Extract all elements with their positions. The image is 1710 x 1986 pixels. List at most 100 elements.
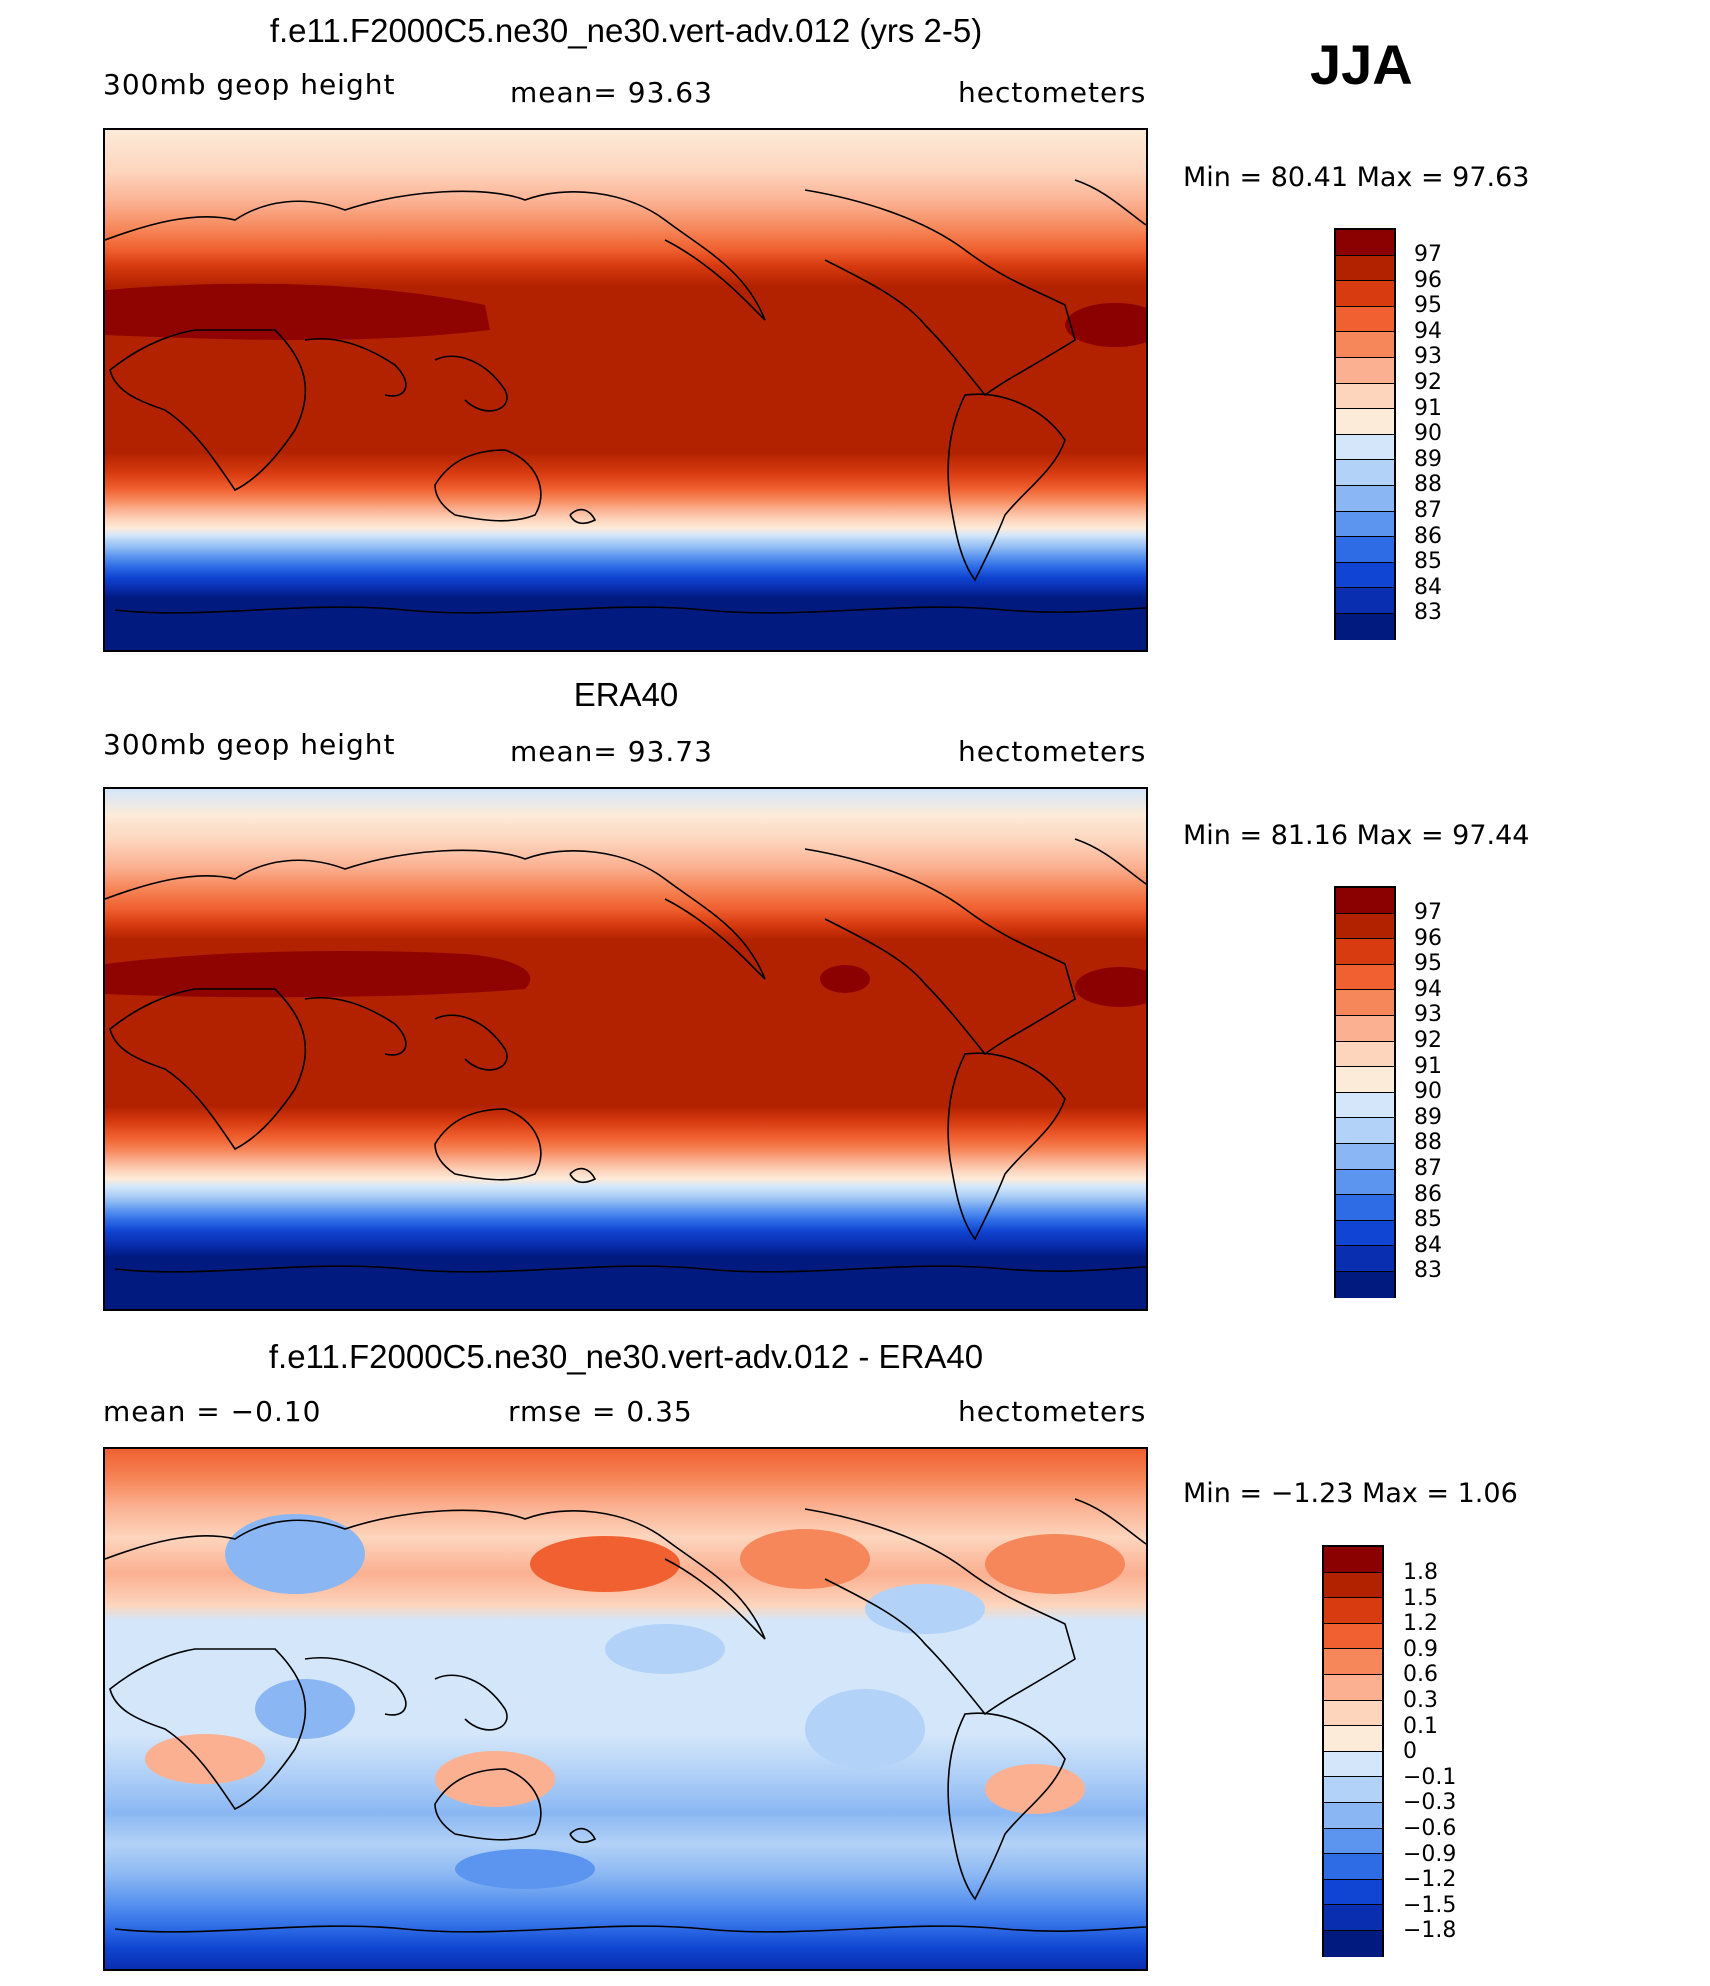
colorbar-tick-label: 93 xyxy=(1414,344,1442,370)
panel2-colorbar-swatch xyxy=(1336,1220,1394,1247)
panel2-colorbar-swatch xyxy=(1336,1169,1394,1196)
colorbar-tick-label: −1.5 xyxy=(1403,1892,1457,1918)
panel2-colorbar-labels: 97 96 95 94 93 92 91 90 89 88 87 86 85 8… xyxy=(1414,900,1442,1284)
season-label: JJA xyxy=(1310,33,1413,96)
colorbar-tick-label: 0.3 xyxy=(1403,1687,1438,1713)
panel3-colorbar-labels: 1.8 1.5 1.2 0.9 0.6 0.3 0.1 0 −0.1 −0.3 … xyxy=(1403,1560,1456,1944)
panel1-colorbar-swatch xyxy=(1336,434,1394,461)
panel1-colorbar-swatch xyxy=(1336,230,1394,256)
panel3-map xyxy=(103,1447,1148,1971)
colorbar-tick-label: 0.9 xyxy=(1403,1636,1438,1662)
panel2-colorbar-swatch xyxy=(1336,1271,1394,1298)
colorbar-tick-label: 88 xyxy=(1414,1130,1442,1156)
panel2-colorbar-swatch xyxy=(1336,1195,1394,1221)
colorbar-tick-label: 87 xyxy=(1414,1155,1442,1181)
colorbar-tick-label: 83 xyxy=(1414,1258,1442,1284)
colorbar-tick-label: 90 xyxy=(1414,421,1442,447)
colorbar-tick-label: −0.1 xyxy=(1403,1764,1457,1790)
panel1-colorbar-swatch xyxy=(1336,357,1394,384)
panel3-minmax: Min = −1.23 Max = 1.06 xyxy=(1183,1478,1518,1509)
panel1-colorbar-swatch xyxy=(1336,511,1394,538)
panel3-colorbar-swatch xyxy=(1324,1700,1382,1727)
colorbar-tick-label: 91 xyxy=(1414,395,1442,421)
colorbar-tick-label: 84 xyxy=(1414,1232,1442,1258)
panel1-colorbar-swatch xyxy=(1336,281,1394,307)
panel2-colorbar-swatch xyxy=(1336,1015,1394,1042)
colorbar-tick-label: 95 xyxy=(1414,293,1442,319)
colorbar-tick-label: 0 xyxy=(1403,1739,1417,1765)
panel3-colorbar-swatch xyxy=(1324,1649,1382,1675)
panel1-map xyxy=(103,128,1148,652)
panel3-colorbar-swatch xyxy=(1324,1905,1382,1931)
colorbar-tick-label: −0.3 xyxy=(1403,1790,1457,1816)
colorbar-tick-label: 85 xyxy=(1414,1207,1442,1233)
colorbar-tick-label: 89 xyxy=(1414,1104,1442,1130)
panel2-mean: mean= 93.73 xyxy=(510,735,713,768)
panel3-colorbar-swatch xyxy=(1324,1828,1382,1855)
colorbar-tick-label: 95 xyxy=(1414,951,1442,977)
panel3-colorbar-swatch xyxy=(1324,1726,1382,1752)
panel3-coastlines xyxy=(105,1498,1146,1933)
panel2-colorbar-swatch xyxy=(1336,1143,1394,1170)
panel3-colorbar-swatch xyxy=(1324,1751,1382,1778)
panel1-mean: mean= 93.63 xyxy=(510,76,713,109)
panel1-coastlines xyxy=(105,179,1146,614)
panel1-colorbar-labels: 97 96 95 94 93 92 91 90 89 88 87 86 85 8… xyxy=(1414,242,1442,626)
panel3-colorbar-swatch xyxy=(1324,1802,1382,1829)
panel2-map-plot xyxy=(105,789,1146,1309)
panel2-colorbar-swatch xyxy=(1336,1246,1394,1272)
panel2-units: hectometers xyxy=(958,735,1147,768)
panel3-colorbar-swatch xyxy=(1324,1879,1382,1906)
panel1-colorbar-swatch xyxy=(1336,613,1394,640)
colorbar-tick-label: 1.8 xyxy=(1403,1560,1438,1585)
panel1-colorbar-swatch xyxy=(1336,383,1394,410)
panel2-colorbar-swatch xyxy=(1336,1118,1394,1144)
panel2-colorbar-swatch xyxy=(1336,888,1394,914)
panel3-colorbar-swatch xyxy=(1324,1547,1382,1573)
colorbar-tick-label: 97 xyxy=(1414,242,1442,267)
colorbar-tick-label: −0.9 xyxy=(1403,1841,1457,1867)
panel2-colorbar-swatch xyxy=(1336,990,1394,1016)
colorbar-tick-label: 91 xyxy=(1414,1053,1442,1079)
colorbar-tick-label: 84 xyxy=(1414,574,1442,600)
panel3-colorbar-swatch xyxy=(1324,1930,1382,1957)
colorbar-tick-label: 92 xyxy=(1414,369,1442,395)
panel2-colorbar-swatch xyxy=(1336,964,1394,991)
panel1-units: hectometers xyxy=(958,76,1147,109)
panel2-colorbar-swatch xyxy=(1336,939,1394,965)
panel1-colorbar-swatch xyxy=(1336,460,1394,486)
colorbar-tick-label: 92 xyxy=(1414,1027,1442,1053)
panel1-colorbar-swatch xyxy=(1336,332,1394,358)
panel1-colorbar-swatch xyxy=(1336,409,1394,435)
panel1-map-plot xyxy=(105,130,1146,650)
colorbar-tick-label: 86 xyxy=(1414,523,1442,549)
panel3-colorbar-swatch xyxy=(1324,1623,1382,1650)
panel3-title: f.e11.F2000C5.ne30_ne30.vert-adv.012 - E… xyxy=(268,1338,984,1375)
colorbar-tick-label: 96 xyxy=(1414,267,1442,293)
panel1-colorbar-swatch xyxy=(1336,485,1394,512)
colorbar-tick-label: 94 xyxy=(1414,976,1442,1002)
panel2-variable: 300mb geop height xyxy=(103,728,396,761)
colorbar-tick-label: 88 xyxy=(1414,472,1442,498)
panel3-colorbar-swatch xyxy=(1324,1572,1382,1599)
colorbar-tick-label: −1.2 xyxy=(1403,1867,1457,1893)
panel1-colorbar-swatch xyxy=(1336,562,1394,589)
panel1-minmax: Min = 80.41 Max = 97.63 xyxy=(1183,162,1530,193)
panel3-colorbar-swatch xyxy=(1324,1777,1382,1803)
colorbar-tick-label: 89 xyxy=(1414,446,1442,472)
panel3-colorbar xyxy=(1322,1545,1384,1957)
colorbar-tick-label: 94 xyxy=(1414,318,1442,344)
panel2-colorbar-swatch xyxy=(1336,1067,1394,1093)
panel1-colorbar xyxy=(1334,228,1396,640)
panel2-map xyxy=(103,787,1148,1311)
colorbar-tick-label: 85 xyxy=(1414,549,1442,575)
panel2-colorbar-swatch xyxy=(1336,913,1394,940)
colorbar-tick-label: 97 xyxy=(1414,900,1442,925)
colorbar-tick-label: 1.2 xyxy=(1403,1611,1438,1637)
panel2-title: ERA40 xyxy=(573,676,679,713)
panel2-colorbar-swatch xyxy=(1336,1092,1394,1119)
colorbar-tick-label: 0.6 xyxy=(1403,1662,1438,1688)
panel2-colorbar-swatch xyxy=(1336,1041,1394,1068)
panel3-mean: mean = −0.10 xyxy=(103,1395,322,1428)
panel1-colorbar-swatch xyxy=(1336,537,1394,563)
